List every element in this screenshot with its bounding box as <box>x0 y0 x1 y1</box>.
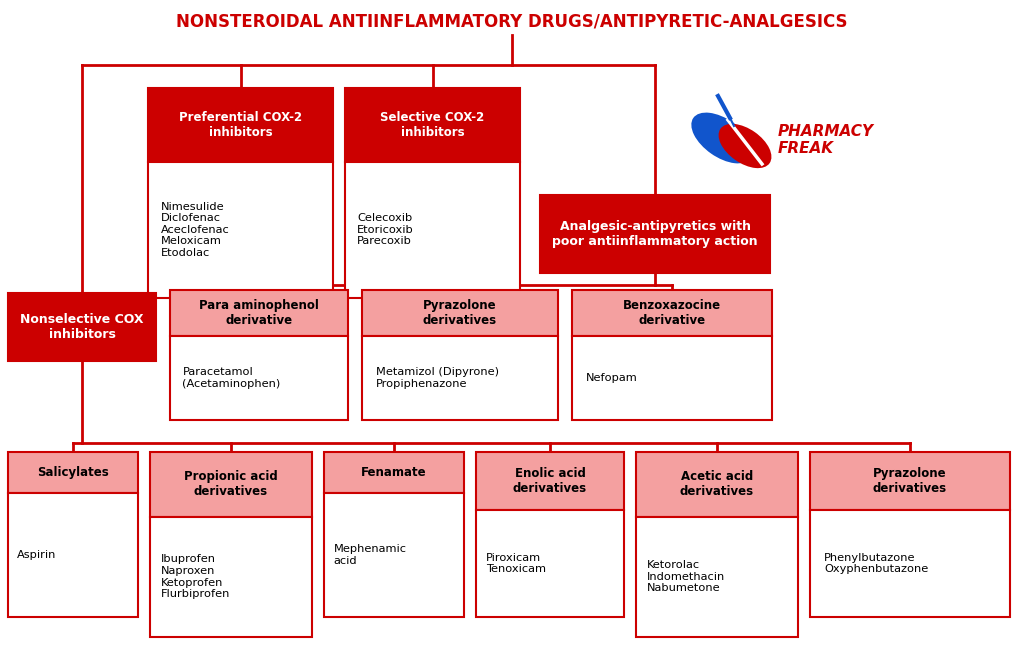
FancyBboxPatch shape <box>8 293 156 361</box>
FancyBboxPatch shape <box>150 517 312 637</box>
FancyBboxPatch shape <box>148 88 333 161</box>
FancyBboxPatch shape <box>150 452 312 517</box>
FancyBboxPatch shape <box>345 88 520 161</box>
Text: Nimesulide
Diclofenac
Aceclofenac
Meloxicam
Etodolac: Nimesulide Diclofenac Aceclofenac Meloxi… <box>161 201 229 258</box>
FancyBboxPatch shape <box>362 336 558 420</box>
FancyBboxPatch shape <box>540 195 770 273</box>
Text: Nonselective COX
inhibitors: Nonselective COX inhibitors <box>20 313 143 341</box>
Text: Paracetamol
(Acetaminophen): Paracetamol (Acetaminophen) <box>182 367 281 389</box>
Ellipse shape <box>691 113 753 163</box>
FancyBboxPatch shape <box>324 452 464 494</box>
FancyBboxPatch shape <box>810 510 1010 617</box>
Text: Analgesic-antipyretics with
poor antiinflammatory action: Analgesic-antipyretics with poor antiinf… <box>552 220 758 248</box>
Text: Pyrazolone
derivatives: Pyrazolone derivatives <box>872 467 947 495</box>
Text: Enolic acid
derivatives: Enolic acid derivatives <box>513 467 587 495</box>
FancyBboxPatch shape <box>810 452 1010 510</box>
FancyBboxPatch shape <box>476 452 624 510</box>
Text: Celecoxib
Etoricoxib
Parecoxib: Celecoxib Etoricoxib Parecoxib <box>357 213 414 246</box>
Text: Acetic acid
derivatives: Acetic acid derivatives <box>680 470 754 498</box>
FancyBboxPatch shape <box>476 510 624 617</box>
Text: Phenylbutazone
Oxyphenbutazone: Phenylbutazone Oxyphenbutazone <box>824 553 928 574</box>
Text: Nefopam: Nefopam <box>586 372 638 383</box>
Text: Piroxicam
Tenoxicam: Piroxicam Tenoxicam <box>486 553 547 574</box>
Text: PHARMACY
FREAK: PHARMACY FREAK <box>778 124 874 156</box>
FancyBboxPatch shape <box>345 161 520 298</box>
FancyBboxPatch shape <box>362 290 558 336</box>
Text: Ketorolac
Indomethacin
Nabumetone: Ketorolac Indomethacin Nabumetone <box>647 560 726 594</box>
FancyBboxPatch shape <box>148 161 333 298</box>
FancyBboxPatch shape <box>324 494 464 617</box>
FancyBboxPatch shape <box>636 452 798 517</box>
Text: Salicylates: Salicylates <box>37 466 109 479</box>
Text: Benzoxazocine
derivative: Benzoxazocine derivative <box>623 299 721 327</box>
FancyBboxPatch shape <box>170 336 348 420</box>
FancyBboxPatch shape <box>572 290 772 336</box>
Text: Aspirin: Aspirin <box>17 550 56 560</box>
Text: Mephenamic
acid: Mephenamic acid <box>334 544 407 566</box>
Text: Ibuprofen
Naproxen
Ketoprofen
Flurbiprofen: Ibuprofen Naproxen Ketoprofen Flurbiprof… <box>162 555 230 599</box>
FancyBboxPatch shape <box>572 336 772 420</box>
Text: Pyrazolone
derivatives: Pyrazolone derivatives <box>423 299 497 327</box>
Text: Selective COX-2
inhibitors: Selective COX-2 inhibitors <box>380 111 484 139</box>
FancyBboxPatch shape <box>170 290 348 336</box>
Text: Preferential COX-2
inhibitors: Preferential COX-2 inhibitors <box>179 111 302 139</box>
FancyBboxPatch shape <box>8 452 138 494</box>
FancyBboxPatch shape <box>8 494 138 617</box>
FancyBboxPatch shape <box>636 517 798 637</box>
Text: NONSTEROIDAL ANTIINFLAMMATORY DRUGS/ANTIPYRETIC-ANALGESICS: NONSTEROIDAL ANTIINFLAMMATORY DRUGS/ANTI… <box>176 13 848 31</box>
Text: Para aminophenol
derivative: Para aminophenol derivative <box>199 299 318 327</box>
Text: Propionic acid
derivatives: Propionic acid derivatives <box>184 470 278 498</box>
Text: Metamizol (Dipyrone)
Propiphenazone: Metamizol (Dipyrone) Propiphenazone <box>376 367 499 389</box>
Text: Fenamate: Fenamate <box>361 466 427 479</box>
Ellipse shape <box>719 124 771 168</box>
